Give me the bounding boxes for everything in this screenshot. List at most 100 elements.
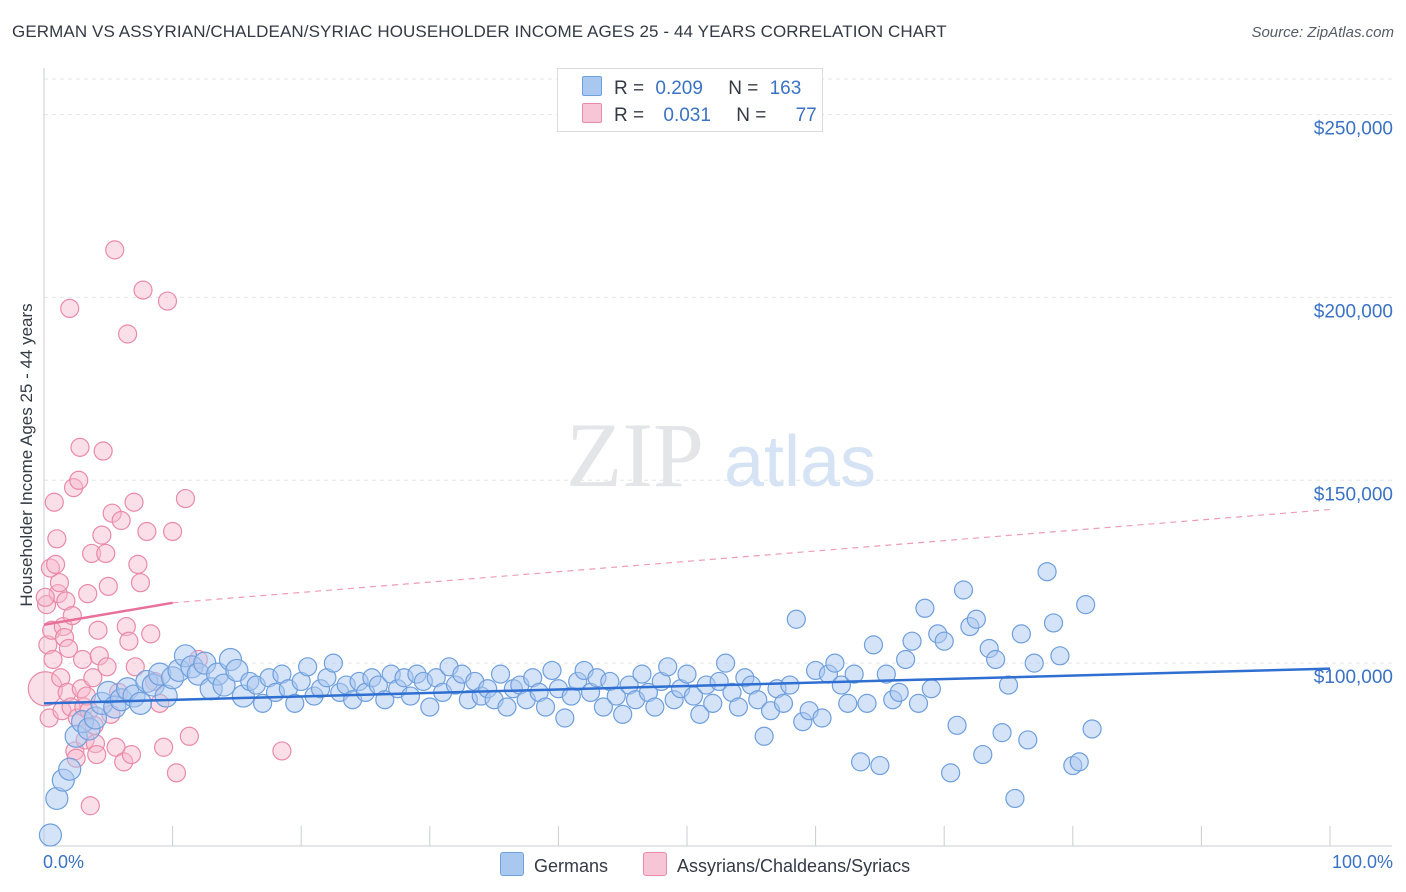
data-point-germans: [1069, 752, 1089, 772]
data-point-assyrian: [130, 573, 151, 593]
y-tick-label: $100,000: [1314, 667, 1393, 688]
trend-lines: [43, 508, 1331, 705]
data-point-germans: [986, 649, 1006, 670]
data-point-assyrian: [43, 649, 63, 670]
data-point-germans: [953, 580, 974, 600]
watermark-zip: ZIP: [566, 404, 704, 506]
data-point-germans: [876, 664, 896, 684]
y-tick-label: $200,000: [1314, 301, 1393, 322]
data-point-germans: [613, 704, 633, 724]
data-point-assyrian: [272, 741, 292, 761]
data-point-germans: [992, 723, 1012, 743]
data-point-germans: [786, 609, 806, 629]
data-point-germans: [728, 697, 749, 717]
data-point-germans: [38, 823, 63, 847]
data-point-germans: [420, 697, 440, 717]
data-point-germans: [838, 693, 858, 713]
data-point-germans: [298, 657, 318, 677]
data-point-assyrian: [60, 298, 80, 318]
data-point-assyrian: [47, 529, 67, 549]
trend-line-germans: [43, 667, 1331, 705]
data-point-assyrian: [27, 671, 63, 707]
data-point-germans: [535, 697, 556, 717]
data-point-assyrian: [88, 620, 108, 640]
data-point-assyrian: [124, 492, 144, 512]
data-point-germans: [941, 763, 961, 783]
legend-n-label: N =: [736, 105, 767, 126]
x-tick-min: 0.0%: [43, 852, 85, 872]
data-point-assyrian: [44, 492, 64, 512]
data-point-assyrian: [87, 744, 107, 765]
axes: [43, 68, 1392, 847]
data-point-assyrian: [96, 543, 116, 564]
legend-row-germans: R = 0.209 N = 163: [582, 76, 801, 100]
legend-r-value: 0.209: [655, 78, 703, 99]
data-point-germans: [812, 708, 832, 728]
data-point-germans: [947, 715, 967, 735]
data-point-germans: [593, 697, 614, 717]
data-point-germans: [632, 664, 652, 684]
y-tick-label: $250,000: [1314, 119, 1393, 140]
data-point-germans: [915, 598, 935, 618]
data-point-germans: [973, 744, 993, 765]
data-point-assyrian: [117, 324, 138, 344]
data-point-assyrian: [69, 470, 89, 490]
data-point-germans: [998, 675, 1019, 695]
legend-swatch-blue: [500, 852, 524, 876]
data-point-germans: [863, 635, 884, 655]
data-point-germans: [857, 693, 877, 713]
trend-line-assyrian-projection: [172, 508, 1331, 604]
data-point-germans: [658, 657, 678, 677]
legend-n-value: 163: [769, 78, 802, 99]
data-point-assyrian: [78, 584, 98, 604]
data-point-assyrian: [93, 441, 113, 461]
gridlines: [44, 78, 1392, 664]
data-point-germans: [870, 755, 890, 776]
data-point-assyrian: [121, 744, 142, 765]
data-point-germans: [902, 631, 922, 651]
data-point-assyrian: [70, 437, 90, 457]
legend-row-assyrian: R = 0.031 N = 77: [582, 103, 817, 127]
data-point-assyrian: [80, 796, 100, 816]
data-point-assyrian: [38, 635, 58, 655]
legend-n-value: 77: [795, 105, 817, 126]
legend-label-assyrian: Assyrians/Chaldeans/Syriacs: [677, 856, 911, 876]
data-point-assyrian: [89, 646, 109, 666]
data-point-germans: [1024, 653, 1044, 673]
data-point-germans: [212, 673, 236, 697]
data-point-assyrian: [153, 737, 174, 757]
y-tick-label: $150,000: [1314, 484, 1393, 505]
data-point-assyrian: [133, 280, 153, 300]
data-point-assyrian: [45, 554, 66, 575]
data-point-germans: [748, 690, 768, 710]
data-point-assyrian: [137, 521, 157, 542]
data-point-assyrian: [40, 558, 61, 578]
data-point-germans: [645, 697, 665, 717]
legend-swatch-blue: [582, 76, 602, 96]
data-point-assyrian: [105, 240, 125, 260]
data-point-germans: [703, 693, 723, 713]
data-point-assyrian: [49, 573, 70, 593]
data-point-germans: [780, 675, 800, 695]
bottom-legend-germans: Germans: [500, 852, 608, 877]
data-point-germans: [851, 752, 871, 772]
data-point-assyrian: [128, 554, 148, 575]
legend-n-label: N =: [728, 78, 759, 99]
data-point-assyrian: [98, 576, 118, 596]
data-point-assyrian: [163, 521, 183, 542]
data-point-assyrian: [97, 657, 117, 677]
data-point-assyrian: [114, 752, 134, 772]
data-point-germans: [285, 693, 305, 713]
chart-title: GERMAN VS ASSYRIAN/CHALDEAN/SYRIAC HOUSE…: [12, 22, 947, 41]
legend-swatch-pink: [643, 852, 667, 876]
data-point-germans: [966, 609, 986, 629]
data-point-assyrian: [179, 726, 199, 746]
data-point-germans: [323, 653, 343, 673]
data-point-germans: [889, 682, 909, 703]
x-tick-max: 100.0%: [1331, 852, 1393, 872]
data-point-assyrian: [54, 627, 75, 648]
data-point-germans: [715, 653, 736, 673]
data-point-assyrian: [35, 587, 55, 607]
data-point-germans: [934, 631, 954, 651]
